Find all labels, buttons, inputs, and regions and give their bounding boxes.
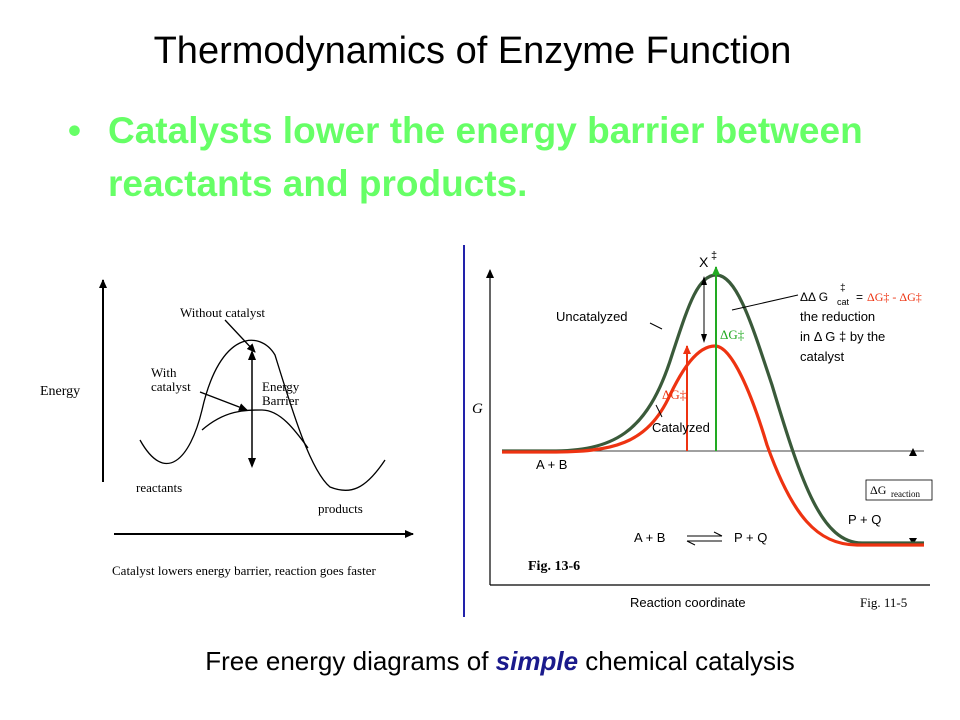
energy-barrier-arrowhead-top [248,350,256,360]
catalyzed-dg-label: ΔG‡ [662,387,687,402]
caption-before: Free energy diagrams of [205,646,496,676]
ddg-leader-line [731,294,799,311]
left-diagram-footer: Catalyst lowers energy barrier, reaction… [112,563,376,578]
ddg-annotation-expr: ΔG‡ - ΔG‡ [867,290,922,304]
catalyzed-curve [502,344,924,547]
ddg-annotation-line2: the reduction [800,309,875,324]
uncatalyzed-label: Uncatalyzed [556,309,628,324]
ddg-annotation-line4: catalyst [800,349,844,364]
right-energy-diagram: X ‡ Uncatalyzed Catalyzed ΔG‡ ΔG‡ ΔΔ G c… [463,245,933,617]
catalyzed-label: Catalyzed [652,420,710,435]
with-catalyst-pointer [199,391,248,411]
label-energy-barrier: Energy [262,379,300,394]
equilibrium-arrows-icon [686,531,723,546]
products-label: P + Q [848,512,881,527]
slide-title: Thermodynamics of Enzyme Function [153,30,792,72]
x-axis-label: Reaction coordinate [630,595,746,610]
bullet-icon: • [68,110,81,151]
ddg-annotation-sub: cat [837,297,850,307]
label-products: products [318,501,363,516]
reactants-label: A + B [536,457,567,472]
ddg-annotation-prefix: ΔΔ G [800,290,828,304]
label-with-catalyst-2: catalyst [151,379,191,394]
curve-with-catalyst [201,409,309,449]
ddg-difference-arrowhead-top [701,276,707,285]
equilibrium-right: P + Q [734,530,767,545]
left-energy-diagram: Without catalyst With catalyst Energy Ba… [40,279,414,578]
fig-label-left: Fig. 13-6 [528,559,580,574]
dg-reaction-sub: reaction [891,489,920,499]
fig-label-right: Fig. 11-5 [860,595,907,610]
right-y-axis-label: G [472,401,483,417]
label-without-catalyst: Without catalyst [180,305,265,320]
uncatalyzed-leader-line [649,322,663,330]
ddg-prefix-text: ΔΔ G [800,290,828,304]
ddg-annotation-eq: = [856,290,863,304]
transition-state-label: X [699,254,709,270]
slide-caption: Free energy diagrams of simple chemical … [0,646,960,677]
ddg-annotation-line3: in Δ G ‡ by the [800,329,885,344]
dg-reaction-label: ΔG [870,483,887,497]
dg-reaction-box [865,479,933,501]
label-reactants: reactants [136,480,182,495]
dg-reaction-marker-top [909,448,917,456]
uncatalyzed-dg-label: ΔG‡ [720,327,745,342]
caption-emphasis: simple [495,646,579,676]
bullet-text: Catalysts lower the energy barrier betwe… [108,110,863,204]
caption-after: chemical catalysis [578,646,795,676]
ddg-annotation-mark: ‡ [840,283,846,294]
without-catalyst-pointer [224,319,256,353]
left-y-axis-label: Energy [40,384,80,399]
transition-state-mark: ‡ [711,250,717,262]
curve-without-catalyst [139,339,386,491]
catalyzed-leader-line [655,404,663,418]
energy-barrier-arrowhead-bottom [248,458,256,468]
label-with-catalyst: With [151,365,177,380]
equilibrium-left: A + B [634,530,665,545]
ddg-difference-arrowhead-bottom [701,334,707,343]
label-energy-barrier-2: Barrier [262,393,299,408]
